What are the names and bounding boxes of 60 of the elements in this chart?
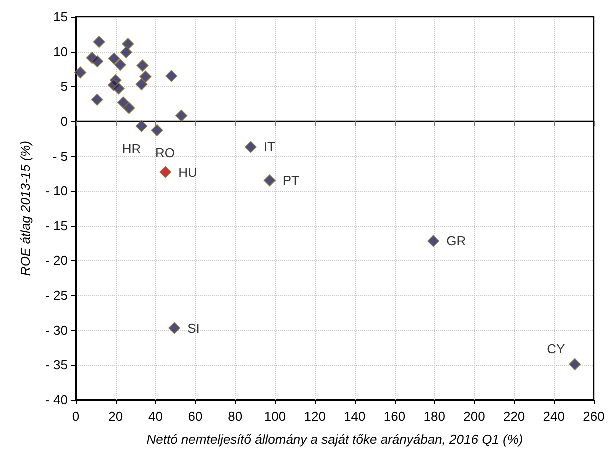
point	[168, 322, 181, 334]
y-tick-label: - 35	[46, 358, 68, 373]
x-tick-label: 200	[464, 409, 486, 424]
y-axis-title: ROE átlag 2013-15 (%)	[18, 140, 33, 276]
y-tick-label: 15	[54, 10, 68, 24]
point	[92, 56, 104, 68]
data-label: PT	[282, 173, 300, 188]
point	[166, 70, 178, 82]
point	[176, 110, 188, 122]
y-tick-label: - 30	[46, 322, 68, 338]
y-tick-label: - 5	[52, 148, 68, 164]
data-label: SI	[188, 320, 200, 336]
point	[569, 358, 582, 370]
point	[114, 59, 126, 72]
y-tick-label: - 20	[46, 253, 68, 268]
y-tick-label: - 15	[46, 218, 68, 234]
y-tick-label: - 10	[46, 184, 68, 199]
point	[74, 66, 87, 79]
data-label: HR	[122, 141, 142, 156]
point	[123, 102, 136, 114]
data-label: IT	[264, 140, 276, 155]
point	[136, 78, 148, 91]
point	[93, 36, 106, 48]
x-tick-label: 120	[304, 409, 326, 424]
point	[264, 174, 276, 187]
point	[160, 166, 172, 178]
x-tick-label: 220	[503, 409, 526, 424]
data-label: CY	[547, 341, 566, 356]
x-tick-label: 240	[543, 409, 566, 424]
x-tick-label: 0	[72, 409, 80, 424]
point	[117, 96, 130, 109]
x-tick-label: 160	[384, 409, 406, 424]
data-label: RO	[156, 146, 176, 161]
data-label: HU	[178, 164, 198, 180]
x-tick-label: 60	[188, 409, 203, 424]
y-tick-label: 10	[54, 44, 68, 60]
y-tick-label: - 25	[46, 288, 68, 304]
x-tick-label: 40	[148, 409, 163, 424]
point	[151, 124, 164, 137]
point	[428, 235, 440, 248]
x-axis-title: Nettó nemteljesítő állomány a saját tőke arányában, 2016 Q1 (%)	[146, 432, 524, 447]
point	[136, 120, 148, 132]
point	[136, 60, 149, 72]
point	[140, 70, 152, 83]
point	[108, 52, 120, 65]
point	[112, 82, 125, 95]
point	[91, 94, 104, 106]
x-tick-label: 100	[264, 409, 286, 424]
point	[120, 46, 132, 59]
x-tick-label: 180	[424, 409, 446, 424]
y-tick-label: 5	[60, 79, 68, 94]
x-tick-label: 80	[228, 409, 243, 424]
point	[244, 141, 257, 154]
point	[122, 38, 134, 50]
x-tick-label: 260	[583, 409, 605, 424]
x-tick-label: 140	[344, 409, 366, 424]
y-tick-label: - 40	[46, 392, 68, 408]
x-tick-label: 20	[108, 409, 124, 424]
data-label: GR	[446, 234, 466, 249]
y-tick-label: 0	[60, 114, 68, 129]
